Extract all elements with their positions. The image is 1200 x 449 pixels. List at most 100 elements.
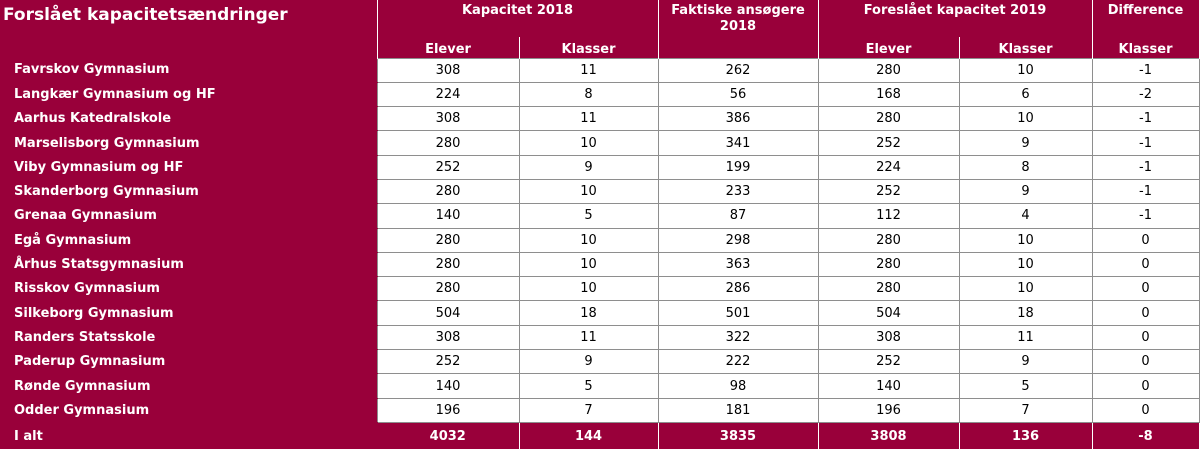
- cell-klasser-2018: 10: [518, 130, 659, 156]
- cell-ansoegere-2018: 363: [657, 251, 819, 278]
- cell-ansoegere-2018: 199: [657, 154, 819, 180]
- school-name: Favrskov Gymnasium: [0, 58, 377, 83]
- table-row: Silkeborg Gymnasium 504 18 501 504 18 0: [0, 300, 1200, 326]
- total-klasser-2018: 144: [519, 421, 659, 449]
- cell-klasser-2018: 11: [518, 324, 659, 351]
- cell-ansoegere-2018: 222: [657, 349, 819, 375]
- table-row: Odder Gymnasium 196 7 181 196 7 0: [0, 397, 1200, 423]
- cell-difference: -1: [1091, 57, 1200, 83]
- school-name: Aarhus Katedralskole: [0, 106, 377, 132]
- cell-elever-2018: 280: [376, 227, 520, 253]
- school-name: Egå Gymnasium: [0, 228, 377, 253]
- cell-elever-2018: 140: [376, 373, 520, 399]
- cell-elever-2018: 308: [376, 324, 520, 351]
- school-name: Paderup Gymnasium: [0, 349, 377, 375]
- cell-elever-2019: 504: [817, 300, 960, 326]
- table-row: Egå Gymnasium 280 10 298 280 10 0: [0, 227, 1200, 253]
- table-row: Randers Statsskole 308 11 322 308 11 0: [0, 324, 1200, 351]
- cell-elever-2018: 308: [376, 57, 520, 83]
- cell-elever-2018: 280: [376, 276, 520, 302]
- cell-ansoegere-2018: 87: [657, 203, 819, 229]
- cell-ansoegere-2018: 98: [657, 373, 819, 399]
- subheader-klasser-difference: Klasser: [1092, 37, 1200, 58]
- school-name: Odder Gymnasium: [0, 398, 377, 423]
- cell-klasser-2018: 9: [518, 154, 659, 180]
- cell-elever-2019: 252: [817, 178, 960, 205]
- school-name: Grenaa Gymnasium: [0, 203, 377, 229]
- cell-klasser-2018: 7: [518, 397, 659, 423]
- table-row: Skanderborg Gymnasium 280 10 233 252 9 -1: [0, 178, 1200, 205]
- cell-ansoegere-2018: 298: [657, 227, 819, 253]
- cell-ansoegere-2018: 501: [657, 300, 819, 326]
- cell-elever-2019: 280: [817, 251, 960, 278]
- cell-difference: 0: [1091, 324, 1200, 351]
- total-elever-2018: 4032: [377, 421, 520, 449]
- cell-difference: -1: [1091, 203, 1200, 229]
- cell-klasser-2019: 10: [958, 276, 1093, 302]
- cell-difference: 0: [1091, 349, 1200, 375]
- cell-klasser-2019: 9: [958, 178, 1093, 205]
- table-row: Paderup Gymnasium 252 9 222 252 9 0: [0, 349, 1200, 375]
- school-name: Rønde Gymnasium: [0, 373, 377, 399]
- cell-klasser-2019: 8: [958, 154, 1093, 180]
- school-name: Viby Gymnasium og HF: [0, 155, 377, 180]
- cell-klasser-2019: 10: [958, 57, 1093, 83]
- school-name: Randers Statsskole: [0, 325, 377, 351]
- total-difference: -8: [1092, 421, 1200, 449]
- subheader-elever-2018: Elever: [377, 37, 520, 58]
- cell-ansoegere-2018: 341: [657, 130, 819, 156]
- cell-klasser-2018: 18: [518, 300, 659, 326]
- cell-elever-2019: 280: [817, 276, 960, 302]
- cell-klasser-2018: 5: [518, 373, 659, 399]
- cell-elever-2018: 280: [376, 178, 520, 205]
- cell-difference: -1: [1091, 106, 1200, 132]
- subheader-elever-2019: Elever: [818, 37, 960, 58]
- cell-elever-2018: 252: [376, 349, 520, 375]
- table-body: Favrskov Gymnasium 308 11 262 280 10 -1 Langkær…: [0, 57, 1200, 423]
- cell-ansoegere-2018: 262: [657, 57, 819, 83]
- cell-klasser-2018: 10: [518, 251, 659, 278]
- cell-elever-2019: 140: [817, 373, 960, 399]
- school-name: Risskov Gymnasium: [0, 276, 377, 302]
- cell-elever-2019: 280: [817, 227, 960, 253]
- cell-elever-2019: 196: [817, 397, 960, 423]
- cell-klasser-2019: 6: [958, 81, 1093, 108]
- school-name: Århus Statsgymnasium: [0, 252, 377, 278]
- table-row: Favrskov Gymnasium 308 11 262 280 10 -1: [0, 57, 1200, 83]
- cell-difference: -2: [1091, 81, 1200, 108]
- school-name: Silkeborg Gymnasium: [0, 300, 377, 326]
- cell-klasser-2018: 10: [518, 227, 659, 253]
- cell-klasser-2019: 7: [958, 397, 1093, 423]
- cell-klasser-2019: 4: [958, 203, 1093, 229]
- cell-klasser-2018: 5: [518, 203, 659, 229]
- school-name: Langkær Gymnasium og HF: [0, 82, 377, 108]
- group-header-difference: Difference: [1092, 0, 1200, 37]
- subheader-klasser-2019: Klasser: [959, 37, 1093, 58]
- cell-ansoegere-2018: 56: [657, 81, 819, 108]
- cell-ansoegere-2018: 233: [657, 178, 819, 205]
- cell-ansoegere-2018: 181: [657, 397, 819, 423]
- cell-difference: 0: [1091, 251, 1200, 278]
- cell-klasser-2018: 10: [518, 178, 659, 205]
- cell-elever-2019: 308: [817, 324, 960, 351]
- cell-ansoegere-2018: 322: [657, 324, 819, 351]
- total-elever-2019: 3808: [818, 421, 960, 449]
- table-row: Aarhus Katedralskole 308 11 386 280 10 -1: [0, 106, 1200, 132]
- table-row: Viby Gymnasium og HF 252 9 199 224 8 -1: [0, 154, 1200, 180]
- table-row: Rønde Gymnasium 140 5 98 140 5 0: [0, 373, 1200, 399]
- table-row: Grenaa Gymnasium 140 5 87 112 4 -1: [0, 203, 1200, 229]
- cell-elever-2018: 196: [376, 397, 520, 423]
- cell-difference: 0: [1091, 227, 1200, 253]
- cell-difference: -1: [1091, 178, 1200, 205]
- total-ansoegere-2018: 3835: [658, 421, 819, 449]
- cell-klasser-2019: 11: [958, 324, 1093, 351]
- cell-elever-2019: 168: [817, 81, 960, 108]
- group-header-foreslaaet-kapacitet-2019: Foreslået kapacitet 2019: [818, 0, 1093, 37]
- cell-elever-2018: 140: [376, 203, 520, 229]
- total-label: I alt: [0, 421, 377, 449]
- cell-elever-2019: 280: [817, 57, 960, 83]
- cell-elever-2019: 280: [817, 106, 960, 132]
- cell-klasser-2018: 8: [518, 81, 659, 108]
- table-row: Århus Statsgymnasium 280 10 363 280 10 0: [0, 251, 1200, 278]
